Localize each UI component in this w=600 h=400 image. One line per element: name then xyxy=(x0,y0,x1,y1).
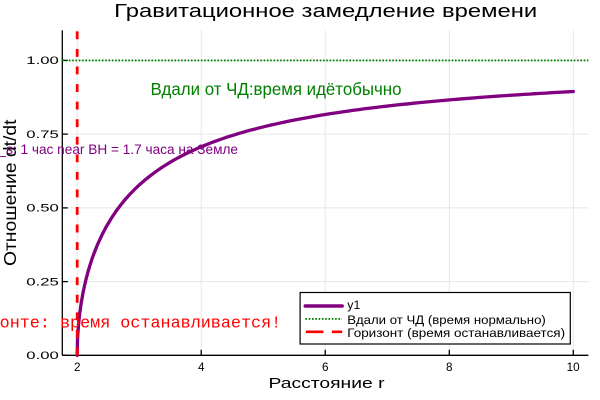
svg-text:Расстояние r: Расстояние r xyxy=(269,376,385,392)
svg-text:1.00: 1.00 xyxy=(26,55,59,67)
svg-text:_s: 1 час near BH = 1.7 часа н: _s: 1 час near BH = 1.7 часа на Земле xyxy=(0,141,238,157)
svg-text:Отношение dt/dt: Отношение dt/dt xyxy=(0,119,20,266)
svg-text:4: 4 xyxy=(198,361,205,374)
svg-text:6: 6 xyxy=(322,361,329,374)
svg-text:10: 10 xyxy=(567,361,581,374)
svg-text:8: 8 xyxy=(446,361,453,374)
svg-text:0.00: 0.00 xyxy=(26,350,59,362)
svg-text:0.25: 0.25 xyxy=(26,276,59,288)
svg-text:0.75: 0.75 xyxy=(26,129,59,141)
svg-text:На горизонте: время останавлив: На горизонте: время останавливается! xyxy=(0,315,281,334)
svg-text:Вдали от ЧД:время идётобычно: Вдали от ЧД:время идётобычно xyxy=(151,79,402,99)
svg-text:Гравитационное замедление врем: Гравитационное замедление времени xyxy=(114,0,537,21)
svg-text:Вдали от ЧД (время нормально): Вдали от ЧД (время нормально) xyxy=(347,313,546,327)
svg-text:y1: y1 xyxy=(347,298,360,312)
svg-text:0.50: 0.50 xyxy=(26,203,59,215)
svg-text:Горизонт (время останавливаетс: Горизонт (время останавливается) xyxy=(347,326,565,340)
svg-text:2: 2 xyxy=(74,361,81,374)
